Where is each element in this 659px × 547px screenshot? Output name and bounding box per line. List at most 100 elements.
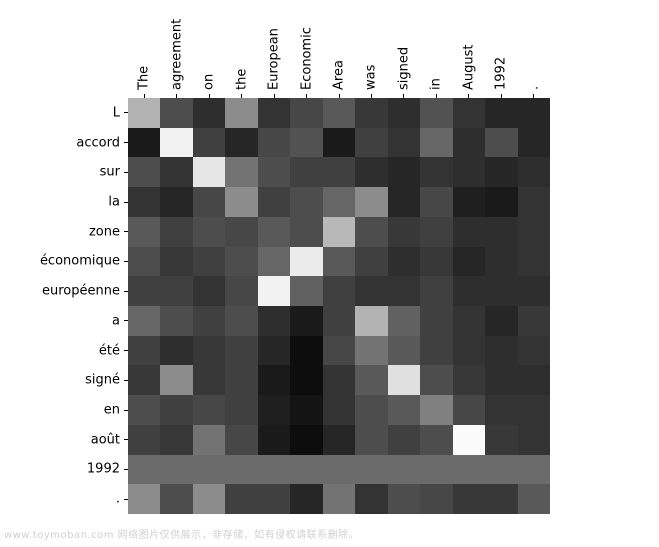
heatmap-cell: [485, 425, 517, 455]
heatmap-grid: [128, 98, 550, 514]
heatmap-cell: [128, 187, 160, 217]
heatmap-cell: [160, 425, 192, 455]
heatmap-cell: [128, 217, 160, 247]
heatmap-cell: [290, 157, 322, 187]
heatmap-cell: [258, 336, 290, 366]
heatmap-cell: [160, 187, 192, 217]
x-tick-mark: [501, 94, 502, 98]
heatmap-cell: [290, 217, 322, 247]
heatmap-cell: [388, 425, 420, 455]
y-tick-label: économique: [40, 254, 120, 269]
heatmap-cell: [128, 157, 160, 187]
x-tick-mark: [144, 94, 145, 98]
heatmap-cell: [355, 157, 387, 187]
heatmap-cell: [258, 187, 290, 217]
heatmap-cell: [518, 336, 550, 366]
heatmap-cell: [388, 187, 420, 217]
heatmap-cell: [453, 484, 485, 514]
heatmap-cell: [518, 157, 550, 187]
heatmap-cell: [323, 455, 355, 485]
heatmap-cell: [193, 395, 225, 425]
heatmap-cell: [388, 276, 420, 306]
heatmap-cell: [290, 425, 322, 455]
y-tick-label: 1992: [87, 462, 120, 477]
heatmap-cell: [160, 247, 192, 277]
heatmap-cell: [420, 365, 452, 395]
heatmap-cell: [193, 425, 225, 455]
heatmap-cell: [485, 187, 517, 217]
heatmap-cell: [193, 187, 225, 217]
heatmap-cell: [323, 306, 355, 336]
heatmap-cell: [160, 128, 192, 158]
heatmap-cell: [323, 157, 355, 187]
heatmap-cell: [453, 455, 485, 485]
heatmap-cell: [388, 306, 420, 336]
heatmap-cell: [290, 276, 322, 306]
heatmap-cell: [485, 395, 517, 425]
heatmap-cell: [485, 455, 517, 485]
x-tick-mark: [468, 94, 469, 98]
y-tick-mark: [124, 172, 128, 173]
x-tick-mark: [241, 94, 242, 98]
heatmap-cell: [420, 247, 452, 277]
heatmap-cell: [128, 336, 160, 366]
heatmap-cell: [323, 395, 355, 425]
heatmap-cell: [355, 306, 387, 336]
heatmap-cell: [225, 187, 257, 217]
heatmap-cell: [193, 306, 225, 336]
heatmap-cell: [258, 217, 290, 247]
heatmap-cell: [388, 484, 420, 514]
heatmap-cell: [420, 336, 452, 366]
heatmap-cell: [420, 217, 452, 247]
heatmap-cell: [420, 157, 452, 187]
x-tick-label: Area: [332, 60, 347, 90]
heatmap-cell: [453, 128, 485, 158]
heatmap-cell: [453, 157, 485, 187]
heatmap-cell: [453, 276, 485, 306]
heatmap-cell: [160, 98, 192, 128]
x-tick-label: the: [234, 69, 249, 90]
heatmap-cell: [193, 484, 225, 514]
heatmap-cell: [225, 306, 257, 336]
heatmap-cell: [160, 455, 192, 485]
heatmap-cell: [193, 336, 225, 366]
heatmap-cell: [258, 425, 290, 455]
heatmap-cell: [388, 247, 420, 277]
heatmap-cell: [225, 365, 257, 395]
y-tick-mark: [124, 439, 128, 440]
x-tick-label: agreement: [169, 19, 184, 90]
heatmap-cell: [258, 395, 290, 425]
heatmap-cell: [160, 217, 192, 247]
heatmap-cell: [128, 98, 160, 128]
heatmap-cell: [420, 98, 452, 128]
y-tick-label: européenne: [42, 284, 120, 299]
heatmap-cell: [518, 395, 550, 425]
x-tick-mark: [371, 94, 372, 98]
y-tick-mark: [124, 142, 128, 143]
heatmap-cell: [453, 98, 485, 128]
heatmap-cell: [128, 276, 160, 306]
heatmap-cell: [193, 217, 225, 247]
y-tick-mark: [124, 231, 128, 232]
heatmap-cell: [388, 455, 420, 485]
heatmap-cell: [225, 217, 257, 247]
heatmap-cell: [485, 306, 517, 336]
heatmap-cell: [193, 455, 225, 485]
y-tick-label: a: [112, 313, 120, 328]
heatmap-cell: [193, 98, 225, 128]
heatmap-cell: [388, 217, 420, 247]
heatmap-cell: [258, 306, 290, 336]
heatmap-cell: [518, 455, 550, 485]
x-tick-label: on: [202, 74, 217, 90]
heatmap-cell: [355, 128, 387, 158]
y-tick-mark: [124, 350, 128, 351]
heatmap-cell: [388, 98, 420, 128]
x-tick-label: in: [429, 78, 444, 90]
heatmap-cell: [518, 276, 550, 306]
heatmap-cell: [323, 276, 355, 306]
heatmap-cell: [128, 365, 160, 395]
y-tick-label: L: [113, 105, 120, 120]
heatmap-cell: [258, 365, 290, 395]
heatmap-cell: [323, 365, 355, 395]
heatmap-cell: [518, 247, 550, 277]
